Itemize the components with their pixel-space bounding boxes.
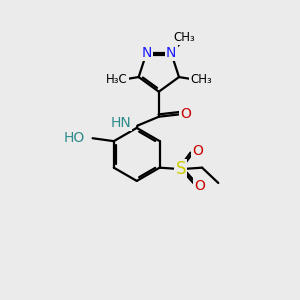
Text: N: N xyxy=(141,46,152,60)
Text: H₃C: H₃C xyxy=(106,74,128,86)
Text: HN: HN xyxy=(110,116,131,130)
Text: HO: HO xyxy=(64,131,85,145)
Text: CH₃: CH₃ xyxy=(190,74,212,86)
Text: N: N xyxy=(166,46,176,60)
Text: O: O xyxy=(192,145,203,158)
Text: S: S xyxy=(176,160,186,178)
Text: CH₃: CH₃ xyxy=(174,31,195,44)
Text: O: O xyxy=(181,107,191,122)
Text: O: O xyxy=(194,179,205,193)
